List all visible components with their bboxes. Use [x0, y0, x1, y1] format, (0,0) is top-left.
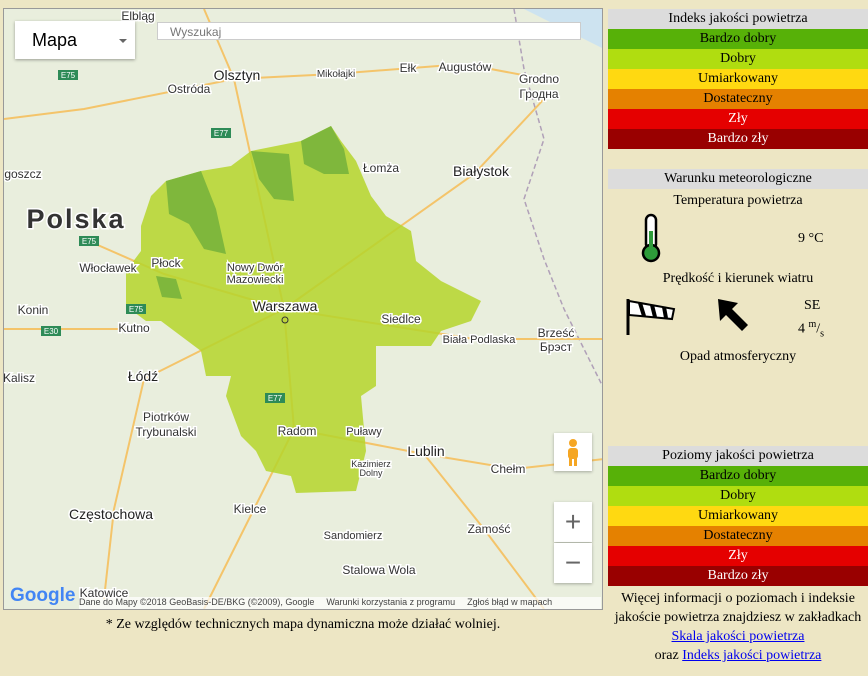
search-box[interactable]: Wyszukaj: [157, 22, 581, 40]
place: Stalowa Wola: [342, 563, 415, 577]
place: Lublin: [407, 443, 444, 459]
place: Łódź: [128, 368, 158, 384]
level-row: Umiarkowany: [608, 69, 868, 89]
capital-marker: [281, 316, 289, 324]
attribution: Dane do Mapy ©2018 GeoBasis-DE/BKG (©200…: [79, 597, 601, 609]
info: Więcej informacji o poziomach i indeksie…: [608, 589, 868, 665]
attribution-text: Dane do Mapy ©2018 GeoBasis-DE/BKG (©200…: [79, 597, 315, 607]
place: Kielce: [234, 502, 267, 516]
terms-link[interactable]: Warunki korzystania z programu: [326, 597, 456, 607]
place: Kutno: [118, 321, 150, 335]
place: Piotrków: [143, 410, 189, 424]
wind-arrow: [718, 299, 748, 331]
place: Częstochowa: [69, 506, 153, 522]
level-row: Dobry: [608, 49, 868, 69]
road-label: E77: [268, 394, 283, 403]
precipitation-label: Opad atmosferyczny: [679, 349, 797, 364]
level-row: Bardzo dobry: [608, 466, 868, 486]
place: Mikołajki: [317, 69, 355, 80]
windsock-icon: [626, 299, 676, 335]
level-row: Zły: [608, 546, 868, 566]
aqi-levels-panel: Poziomy jakości powietrza Bardzo dobry Do…: [608, 446, 868, 586]
level-row: Dostateczny: [608, 89, 868, 109]
level-row: Bardzo zły: [608, 566, 868, 586]
road-label: E30: [44, 327, 59, 336]
street-view[interactable]: [554, 433, 592, 471]
map-canvas[interactable]: Elbląg Olsztyn Ostróda Mikołajki Ełk Aug…: [4, 9, 603, 610]
zoom-in[interactable]: +: [554, 502, 592, 542]
place: Biała Podlaska: [443, 334, 517, 346]
google-logo[interactable]: Google: [10, 585, 76, 606]
place: Brześć: [538, 326, 575, 340]
info-conjunction: oraz: [654, 648, 679, 663]
place: Płock: [151, 256, 181, 270]
place: Ełk: [400, 61, 418, 75]
road-shields: E75 E77 E75 E75 E30 E77: [41, 70, 285, 403]
place: Mazowiecki: [227, 274, 284, 286]
place: goszcz: [4, 167, 41, 181]
pegman: [568, 439, 578, 466]
road-label: E75: [82, 237, 97, 246]
place: Ostróda: [168, 82, 211, 96]
region-patches: [156, 126, 349, 299]
country-label: Polska: [26, 204, 125, 234]
level-row: Zły: [608, 109, 868, 129]
temperature-label: Temperatura powietrza: [673, 193, 803, 208]
place: Nowy Dwór: [227, 262, 284, 274]
thermometer-icon: [641, 213, 661, 263]
road-label: E75: [129, 305, 144, 314]
border: [513, 9, 602, 387]
place: Elbląg: [121, 9, 154, 23]
place: Kalisz: [4, 371, 35, 385]
place: Olsztyn: [214, 67, 261, 83]
wind-label: Prędkość i kierunek wiatru: [662, 271, 814, 286]
level-row: Umiarkowany: [608, 506, 868, 526]
place: Trybunalski: [136, 425, 197, 439]
level-row: Bardzo zły: [608, 129, 868, 149]
info-text: Więcej informacji o poziomach i indeksie…: [614, 591, 862, 625]
panel-title: Warunku meteorologiczne: [608, 169, 868, 189]
level-row: Dobry: [608, 486, 868, 506]
place: Warszawa: [253, 298, 318, 314]
wind-direction: SE: [804, 298, 821, 313]
place: Białystok: [453, 163, 510, 179]
index-link[interactable]: Indeks jakości powietrza: [682, 648, 822, 663]
wind-unit: m: [808, 319, 817, 330]
level-row: Dostateczny: [608, 526, 868, 546]
panel-title: Poziomy jakości powietrza: [608, 446, 868, 466]
temperature-value: 9 °C: [798, 231, 824, 246]
weather-panel: Warunku meteorologiczne Temperatura powi…: [608, 169, 868, 364]
place: Siedlce: [381, 312, 421, 326]
place: Sandomierz: [324, 530, 383, 542]
place: Kazimierz: [351, 459, 391, 469]
report-link[interactable]: Zgłoś błąd w mapach: [467, 597, 553, 607]
road-label: E77: [214, 129, 229, 138]
panel-title: Indeks jakości powietrza: [608, 9, 868, 29]
road-label: E75: [61, 71, 76, 80]
level-row: Bardzo dobry: [608, 29, 868, 49]
wind-unit: s: [820, 328, 825, 340]
place: Konin: [18, 303, 49, 317]
place: Radom: [278, 424, 317, 438]
place: Chełm: [491, 462, 526, 476]
map-type-select[interactable]: Mapa: [15, 21, 135, 59]
place: Włocławek: [79, 261, 137, 275]
place: Puławy: [346, 426, 382, 438]
place: Łomża: [363, 161, 399, 175]
place: Grodno: [519, 72, 559, 86]
zoom-out[interactable]: −: [554, 543, 592, 583]
place: Брэст: [540, 340, 573, 354]
place: Гродна: [519, 87, 559, 101]
note: * Ze względów technicznych mapa dynamicz…: [105, 617, 501, 632]
aqi-index-panel: Indeks jakości powietrza Bardzo dobry Dob…: [608, 9, 868, 149]
place: Augustów: [439, 60, 492, 74]
wind-speed-group: 4 m/s: [798, 319, 825, 340]
wind-speed: 4: [798, 321, 805, 337]
place: Zamość: [468, 522, 511, 536]
map[interactable]: Elbląg Olsztyn Ostróda Mikołajki Ełk Aug…: [3, 8, 603, 610]
scale-link[interactable]: Skala jakości powietrza: [671, 629, 805, 644]
place: Dolny: [359, 468, 383, 478]
